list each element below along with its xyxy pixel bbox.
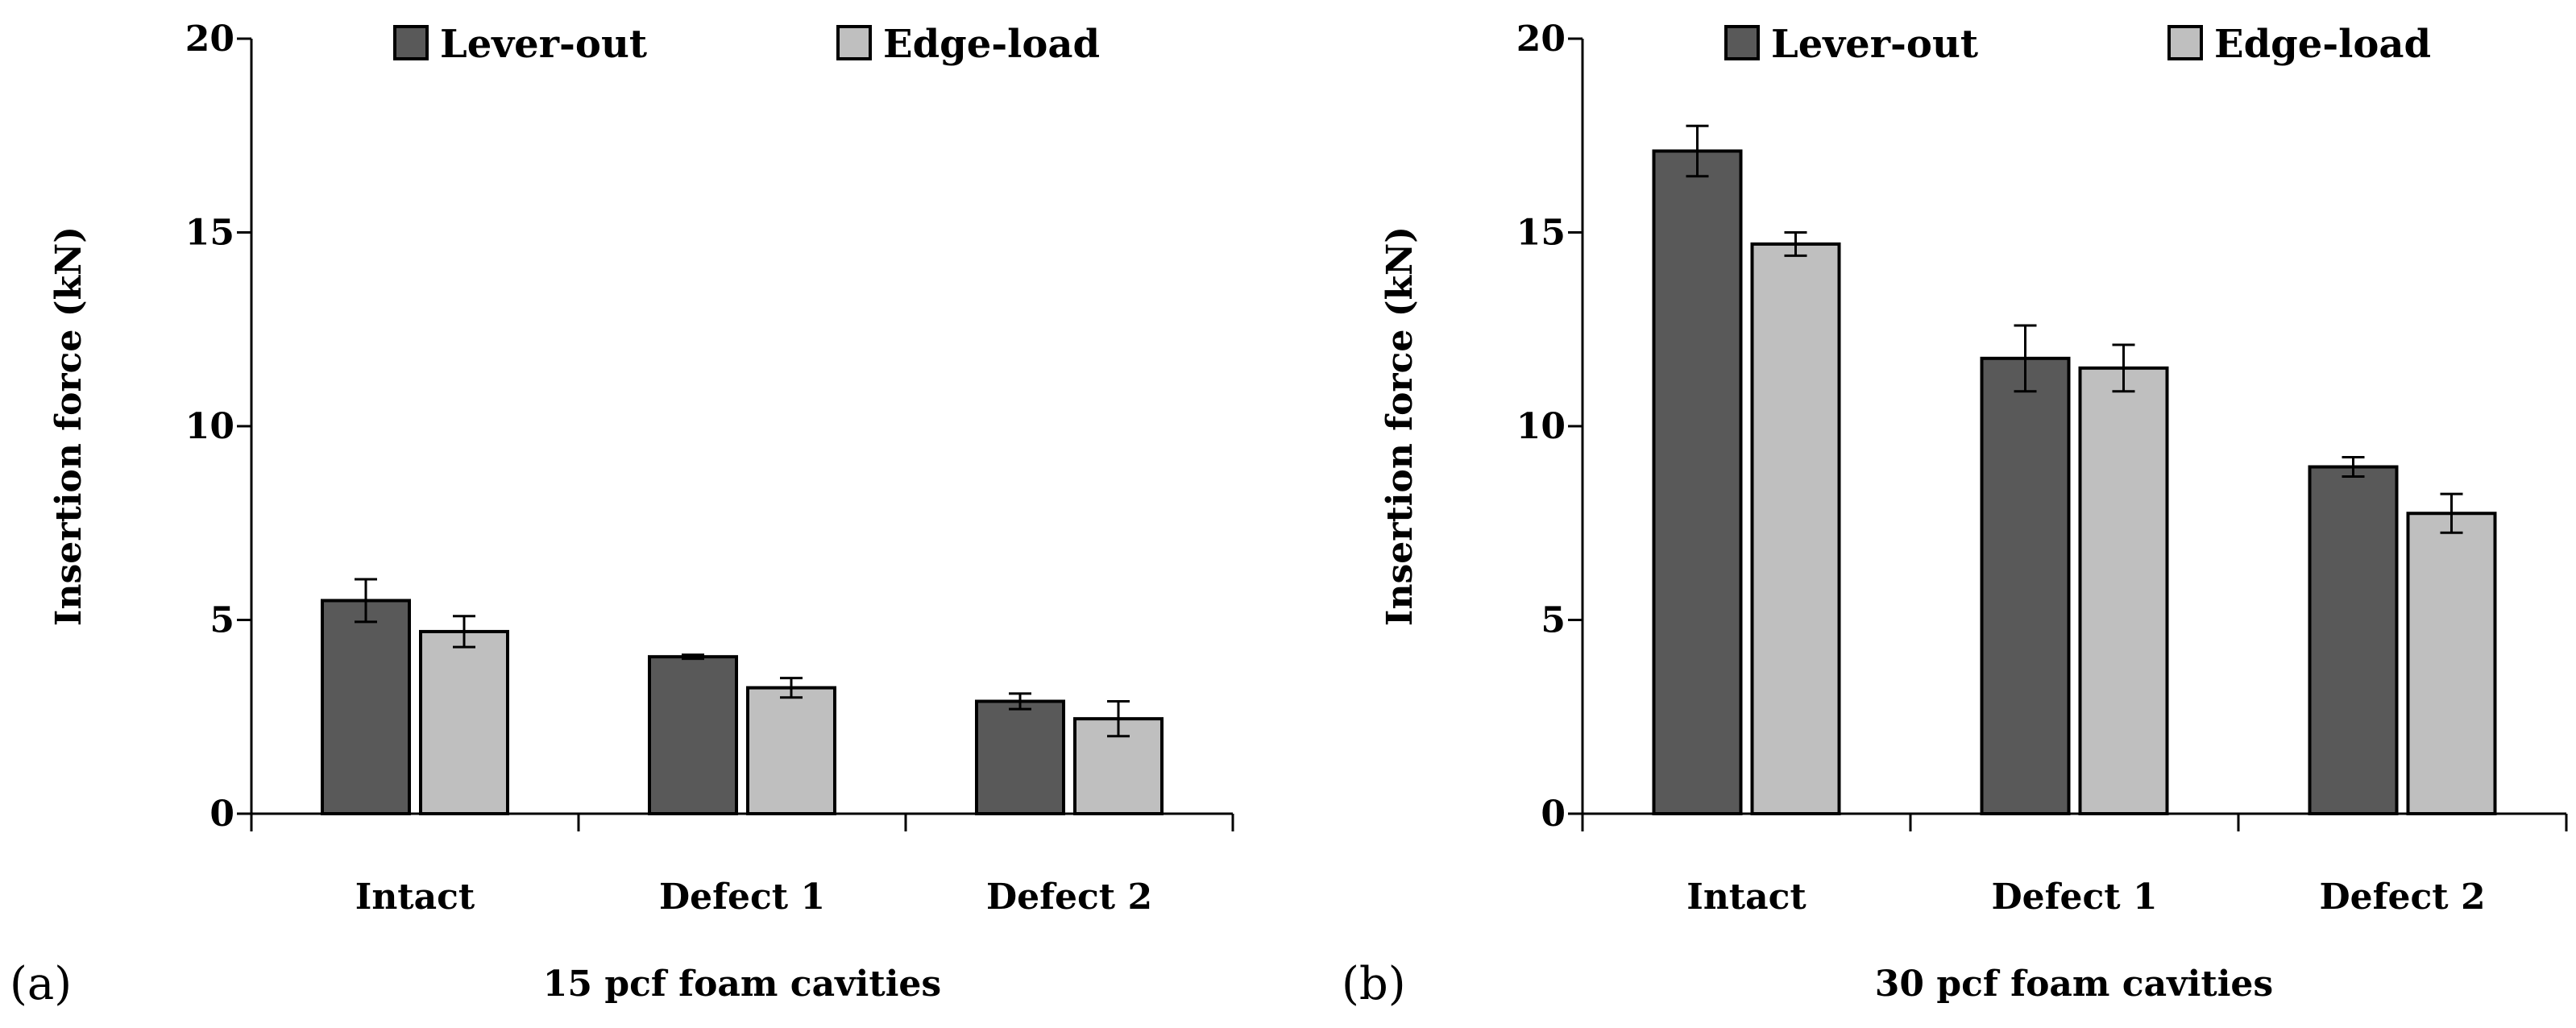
x-category-label: Intact: [355, 877, 475, 918]
x-axis-title: 15 pcf foam cavities: [543, 964, 941, 1005]
y-tick-label: 5: [1541, 600, 1566, 641]
legend-swatch-edge-load: [836, 25, 872, 60]
panel-a: 0 5 10 15 20 Intact Defect 1 Defect 2 Insertion …: [10, 19, 1234, 1010]
bar-edge-load-intact: [419, 629, 509, 815]
y-tick-label: 20: [185, 19, 234, 60]
bar-lever-out-defect-2: [2308, 465, 2399, 815]
x-category-label: Defect 1: [1991, 877, 2157, 918]
y-tick-label: 0: [209, 794, 234, 835]
panel-label: (a): [10, 958, 72, 1010]
bar-lever-out-defect-1: [648, 655, 738, 815]
y-tick-label: 15: [1516, 213, 1566, 254]
legend-swatch-edge-load: [2167, 25, 2203, 60]
y-tick-label: 15: [185, 213, 234, 254]
y-axis-title: Insertion force (kN): [48, 226, 89, 626]
y-tick-label: 10: [1516, 406, 1566, 447]
bar-edge-load-defect-1: [2078, 366, 2169, 816]
legend-label-lever-out: Lever-out: [1771, 22, 1978, 67]
x-category-label: Defect 2: [2319, 877, 2485, 918]
bar-lever-out-defect-2: [975, 699, 1065, 816]
legend-swatch-lever-out: [393, 25, 429, 60]
legend-label-edge-load: Edge-load: [2214, 22, 2431, 67]
panel-b: 0 5 10 15 20 Intact Defect 1 Defect 2 Insertion …: [1342, 19, 2568, 1010]
y-tick-label: 10: [185, 406, 234, 447]
bar-edge-load-defect-1: [746, 686, 836, 815]
y-axis-title: Insertion force (kN): [1379, 226, 1421, 626]
bar-edge-load-intact: [1750, 242, 1841, 815]
x-category-label: Intact: [1686, 877, 1807, 918]
x-axis-title: 30 pcf foam cavities: [1875, 964, 2273, 1005]
legend-swatch-lever-out: [1724, 25, 1760, 60]
panel-label: (b): [1342, 958, 1406, 1010]
legend-label-edge-load: Edge-load: [883, 22, 1100, 67]
x-category-label: Defect 2: [986, 877, 1152, 918]
y-tick-label: 20: [1516, 19, 1566, 60]
bar-edge-load-defect-2: [2406, 512, 2497, 815]
y-tick-label: 0: [1541, 794, 1566, 835]
legend-label-lever-out: Lever-out: [440, 22, 647, 67]
x-category-label: Defect 1: [659, 877, 825, 918]
bar-lever-out-defect-1: [1980, 356, 2071, 815]
y-tick-label: 5: [209, 600, 234, 641]
bar-lever-out-intact: [321, 599, 411, 815]
bar-lever-out-intact: [1652, 149, 1743, 816]
